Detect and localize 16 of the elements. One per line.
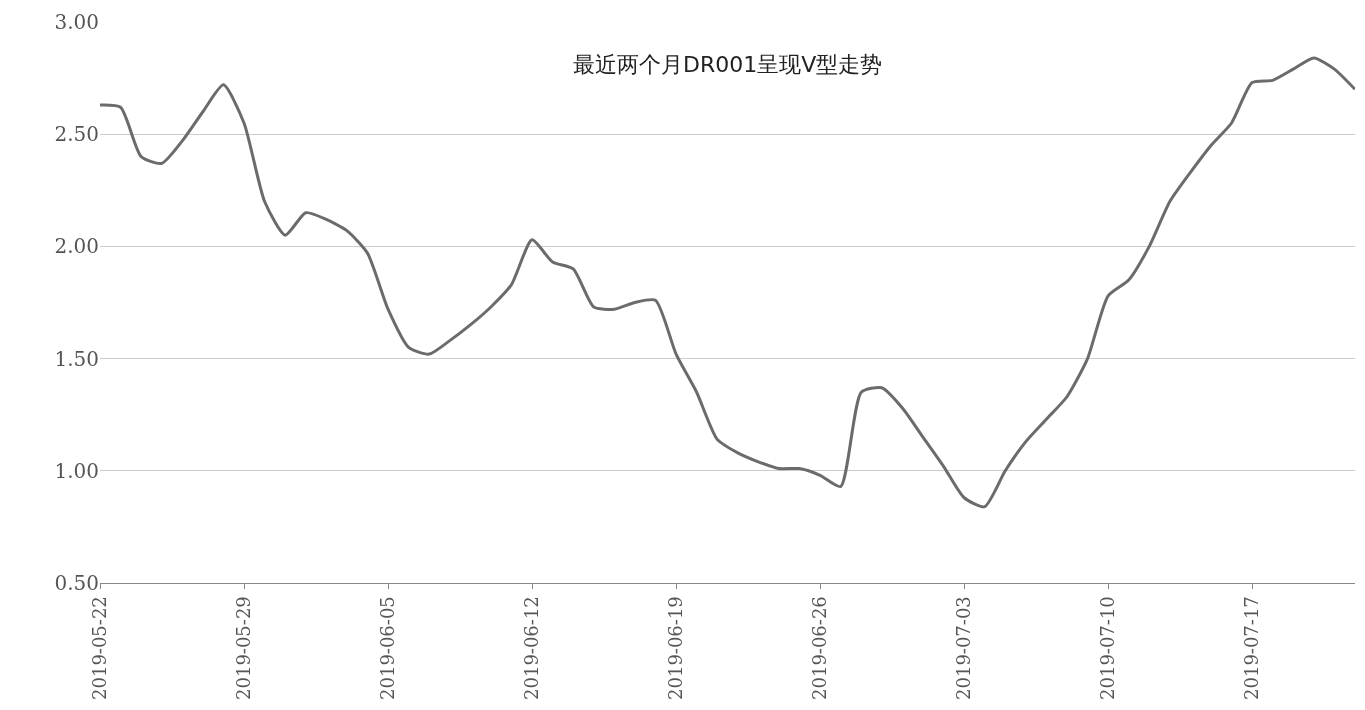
annotation: 最近两个月DR001呈现V型走势 — [573, 52, 883, 77]
x-tick-label: 2019-06-19 — [664, 596, 686, 700]
y-tick-label: 2.50 — [54, 122, 99, 147]
x-tick-label: 2019-06-05 — [376, 596, 398, 700]
x-tick-label: 2019-06-26 — [808, 596, 830, 700]
y-tick-label: 3.00 — [54, 10, 99, 34]
y-tick-label: 1.50 — [54, 346, 99, 371]
x-tick-label: 2019-07-17 — [1240, 596, 1262, 700]
x-tick-label: 2019-06-12 — [520, 596, 542, 700]
x-tick-label: 2019-05-22 — [88, 596, 110, 700]
y-tick-label: 0.50 — [54, 571, 99, 595]
x-tick-label: 2019-07-10 — [1096, 596, 1118, 700]
y-tick-label: 1.00 — [54, 458, 99, 483]
y-tick-label: 2.00 — [54, 234, 99, 259]
x-tick-label: 2019-05-29 — [232, 596, 254, 700]
x-tick-label: 2019-07-03 — [952, 596, 974, 700]
